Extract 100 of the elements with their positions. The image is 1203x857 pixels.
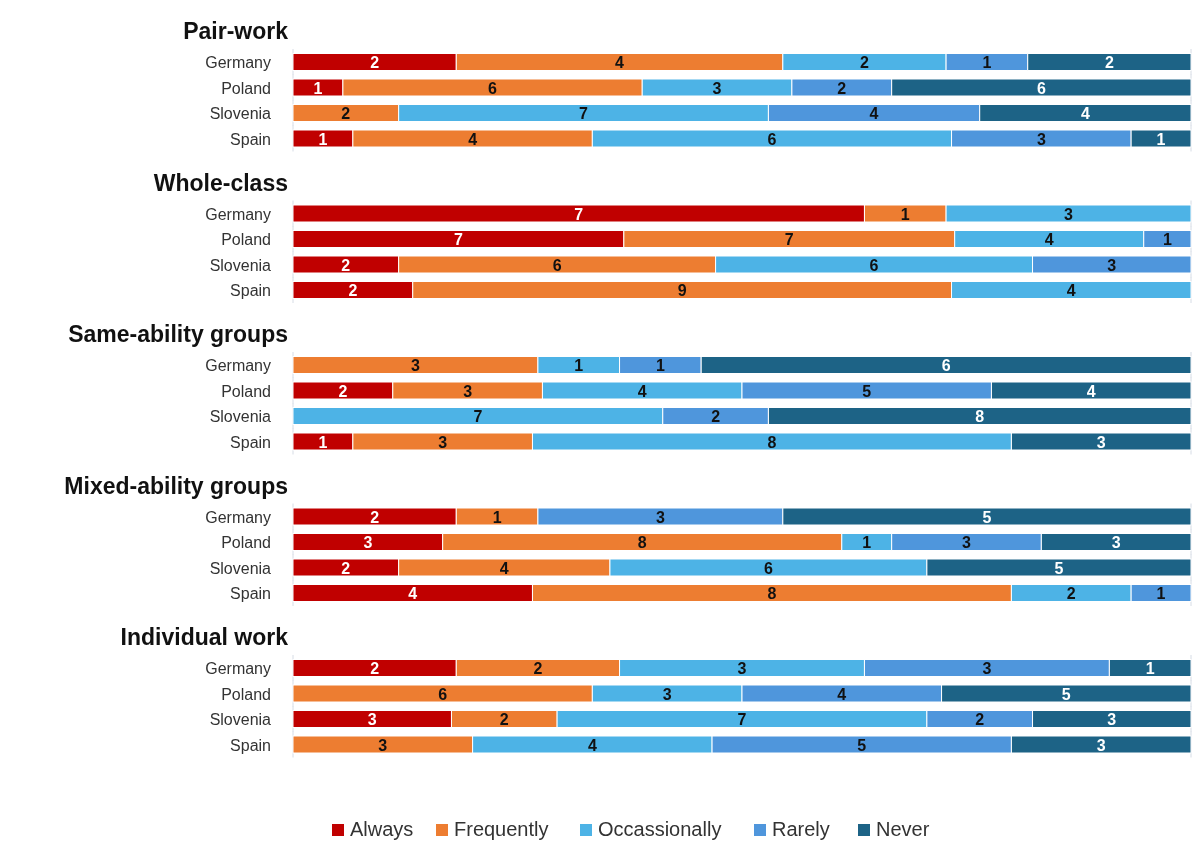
data-label: 3 bbox=[438, 433, 448, 451]
y-tick-label: Germany bbox=[205, 205, 271, 223]
y-tick-label: Germany bbox=[205, 660, 271, 677]
data-label: 2 bbox=[341, 105, 351, 122]
chart-title: Pair-work bbox=[183, 18, 289, 44]
data-label: 7 bbox=[784, 231, 794, 248]
data-label: 3 bbox=[737, 660, 747, 677]
data-label: 2 bbox=[499, 711, 509, 728]
data-label: 1 bbox=[982, 54, 992, 71]
data-label: 3 bbox=[367, 711, 377, 728]
data-label: 5 bbox=[1061, 685, 1071, 703]
data-label: 3 bbox=[1036, 130, 1046, 148]
data-label: 2 bbox=[341, 256, 351, 274]
data-label: 3 bbox=[411, 357, 420, 374]
data-label: 2 bbox=[338, 382, 348, 400]
data-label: 7 bbox=[453, 231, 463, 248]
data-label: 6 bbox=[941, 357, 951, 374]
data-label: 2 bbox=[370, 54, 380, 71]
data-label: 3 bbox=[1096, 433, 1106, 451]
data-label: 3 bbox=[1107, 711, 1117, 728]
y-tick-label: Spain bbox=[230, 130, 271, 148]
data-label: 1 bbox=[1156, 130, 1166, 148]
data-label: 6 bbox=[552, 256, 562, 274]
y-tick-label: Poland bbox=[221, 79, 271, 97]
data-label: 4 bbox=[1066, 282, 1076, 299]
data-label: 2 bbox=[370, 660, 380, 677]
data-label: 4 bbox=[869, 105, 879, 122]
data-label: 5 bbox=[862, 382, 872, 400]
data-label: 8 bbox=[767, 433, 777, 451]
data-label: 3 bbox=[712, 79, 722, 97]
data-label: 4 bbox=[637, 382, 647, 400]
y-tick-label: Slovenia bbox=[209, 711, 272, 728]
data-label: 2 bbox=[837, 79, 847, 97]
data-label: 1 bbox=[318, 130, 328, 148]
data-label: 2 bbox=[533, 660, 543, 677]
y-tick-label: Germany bbox=[205, 54, 271, 71]
y-tick-label: Slovenia bbox=[209, 408, 272, 425]
data-label: 3 bbox=[1111, 534, 1121, 551]
data-label: 5 bbox=[1054, 559, 1064, 577]
data-label: 6 bbox=[763, 559, 773, 577]
data-label: 3 bbox=[662, 685, 672, 703]
data-label: 3 bbox=[1064, 205, 1074, 223]
data-label: 2 bbox=[975, 711, 985, 728]
data-label: 3 bbox=[962, 534, 972, 551]
data-label: 2 bbox=[370, 508, 380, 526]
chart-title: Mixed-ability groups bbox=[64, 472, 288, 499]
y-tick-label: Slovenia bbox=[209, 559, 272, 577]
data-label: 3 bbox=[463, 382, 473, 400]
data-label: 1 bbox=[1162, 231, 1172, 248]
y-tick-label: Spain bbox=[230, 282, 271, 299]
data-label: 4 bbox=[468, 130, 478, 148]
data-label: 3 bbox=[363, 534, 373, 551]
data-label: 1 bbox=[313, 79, 323, 97]
data-label: 4 bbox=[837, 685, 847, 703]
data-label: 1 bbox=[318, 433, 328, 451]
data-label: 4 bbox=[1044, 231, 1054, 248]
data-label: 4 bbox=[615, 54, 625, 71]
data-label: 2 bbox=[860, 54, 869, 71]
data-label: 1 bbox=[492, 508, 502, 526]
data-label: 1 bbox=[862, 534, 872, 551]
data-label: 8 bbox=[637, 534, 647, 551]
y-tick-label: Germany bbox=[205, 508, 271, 526]
data-label: 6 bbox=[488, 79, 498, 97]
data-label: 4 bbox=[1086, 382, 1096, 400]
data-label: 1 bbox=[900, 205, 910, 223]
data-label: 2 bbox=[341, 559, 351, 577]
chart-title: Individual work bbox=[120, 624, 289, 650]
y-tick-label: Poland bbox=[221, 534, 271, 551]
y-tick-label: Spain bbox=[230, 433, 271, 451]
data-label: 2 bbox=[1066, 585, 1076, 602]
data-label: 3 bbox=[378, 736, 388, 754]
chart-title: Whole-class bbox=[153, 169, 288, 196]
data-label: 4 bbox=[587, 736, 597, 754]
data-label: 6 bbox=[767, 130, 777, 148]
data-label: 8 bbox=[767, 585, 777, 602]
data-label: 4 bbox=[408, 585, 418, 602]
data-label: 3 bbox=[982, 660, 992, 677]
y-tick-label: Poland bbox=[221, 382, 271, 400]
data-label: 1 bbox=[1145, 660, 1155, 677]
legend-label: Occassionally bbox=[598, 818, 722, 840]
y-tick-label: Poland bbox=[221, 231, 271, 248]
data-label: 7 bbox=[737, 711, 747, 728]
y-tick-label: Slovenia bbox=[209, 105, 272, 122]
data-label: 7 bbox=[579, 105, 589, 122]
y-tick-label: Spain bbox=[230, 736, 271, 754]
data-label: 1 bbox=[655, 357, 665, 374]
data-label: 7 bbox=[574, 205, 584, 223]
data-label: 5 bbox=[857, 736, 867, 754]
y-tick-label: Poland bbox=[221, 685, 271, 703]
legend-label: Never bbox=[876, 818, 930, 840]
legend-label: Rarely bbox=[772, 818, 830, 840]
data-label: 4 bbox=[1080, 105, 1090, 122]
data-label: 1 bbox=[1156, 585, 1166, 602]
data-label: 4 bbox=[499, 559, 509, 577]
data-label: 3 bbox=[1096, 736, 1106, 754]
data-label: 2 bbox=[711, 408, 721, 425]
data-label: 3 bbox=[1107, 256, 1117, 274]
y-tick-label: Spain bbox=[230, 585, 271, 602]
data-label: 9 bbox=[677, 282, 687, 299]
y-tick-label: Slovenia bbox=[209, 256, 272, 274]
